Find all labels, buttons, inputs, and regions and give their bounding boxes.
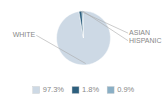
pie (57, 11, 111, 65)
legend-swatch (72, 87, 79, 94)
legend-label: 0.9% (117, 85, 134, 94)
legend-label: 97.3% (43, 85, 65, 94)
annotation: ASIAN (129, 29, 150, 36)
leader-line (83, 11, 128, 41)
pie-slice (57, 11, 111, 65)
legend-item: 97.3% (33, 85, 65, 94)
pie-slice (82, 11, 84, 38)
legend-swatch (33, 87, 40, 94)
legend: 97.3% 1.8% 0.9% (33, 85, 135, 94)
chart: WHITE ASIANHISPANIC 97.3% 1.8% 0.9% (0, 0, 167, 98)
annotation: WHITE (13, 31, 36, 38)
legend-label: 1.8% (82, 85, 99, 94)
annotations: WHITE ASIANHISPANIC (13, 11, 162, 64)
legend-item: 1.8% (72, 85, 99, 94)
leader-line (36, 35, 85, 63)
pie-slice (79, 11, 84, 38)
legend-item: 0.9% (107, 85, 134, 94)
legend-swatch (107, 87, 114, 94)
annotation: HISPANIC (129, 37, 162, 44)
